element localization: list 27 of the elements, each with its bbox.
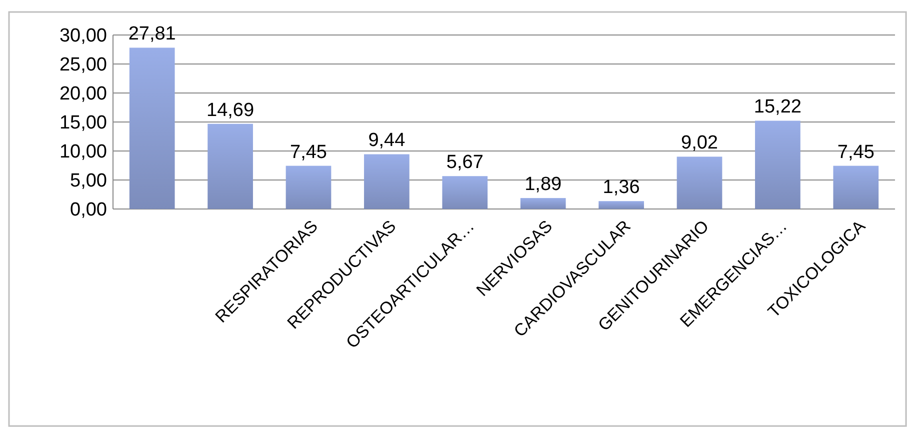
data-label: 7,45 xyxy=(290,142,327,163)
data-label: 9,02 xyxy=(681,132,718,154)
data-label: 5,67 xyxy=(446,152,484,174)
y-tick-label: 10,00 xyxy=(59,142,107,163)
bar xyxy=(129,48,175,209)
y-tick-label: 30,00 xyxy=(59,26,107,47)
data-label: 7,45 xyxy=(837,142,874,163)
bar xyxy=(520,198,566,209)
bar xyxy=(364,154,410,209)
data-label: 1,36 xyxy=(602,177,640,198)
y-tick-label: 20,00 xyxy=(59,84,107,105)
data-label: 27,81 xyxy=(128,24,176,45)
y-tick-label: 25,00 xyxy=(59,54,107,76)
bar xyxy=(833,166,879,209)
y-tick-label: 5,00 xyxy=(70,170,107,192)
bar xyxy=(598,201,644,209)
bar xyxy=(286,166,332,209)
data-label: 1,89 xyxy=(524,174,562,196)
data-label: 14,69 xyxy=(206,100,254,121)
y-tick-label: 15,00 xyxy=(59,112,107,134)
bar xyxy=(755,120,800,209)
bar xyxy=(442,176,488,209)
data-label: 9,44 xyxy=(368,130,406,152)
bar xyxy=(676,156,722,209)
bar xyxy=(208,124,253,209)
data-label: 15,22 xyxy=(754,96,802,118)
y-tick-label: 0,00 xyxy=(70,200,107,221)
